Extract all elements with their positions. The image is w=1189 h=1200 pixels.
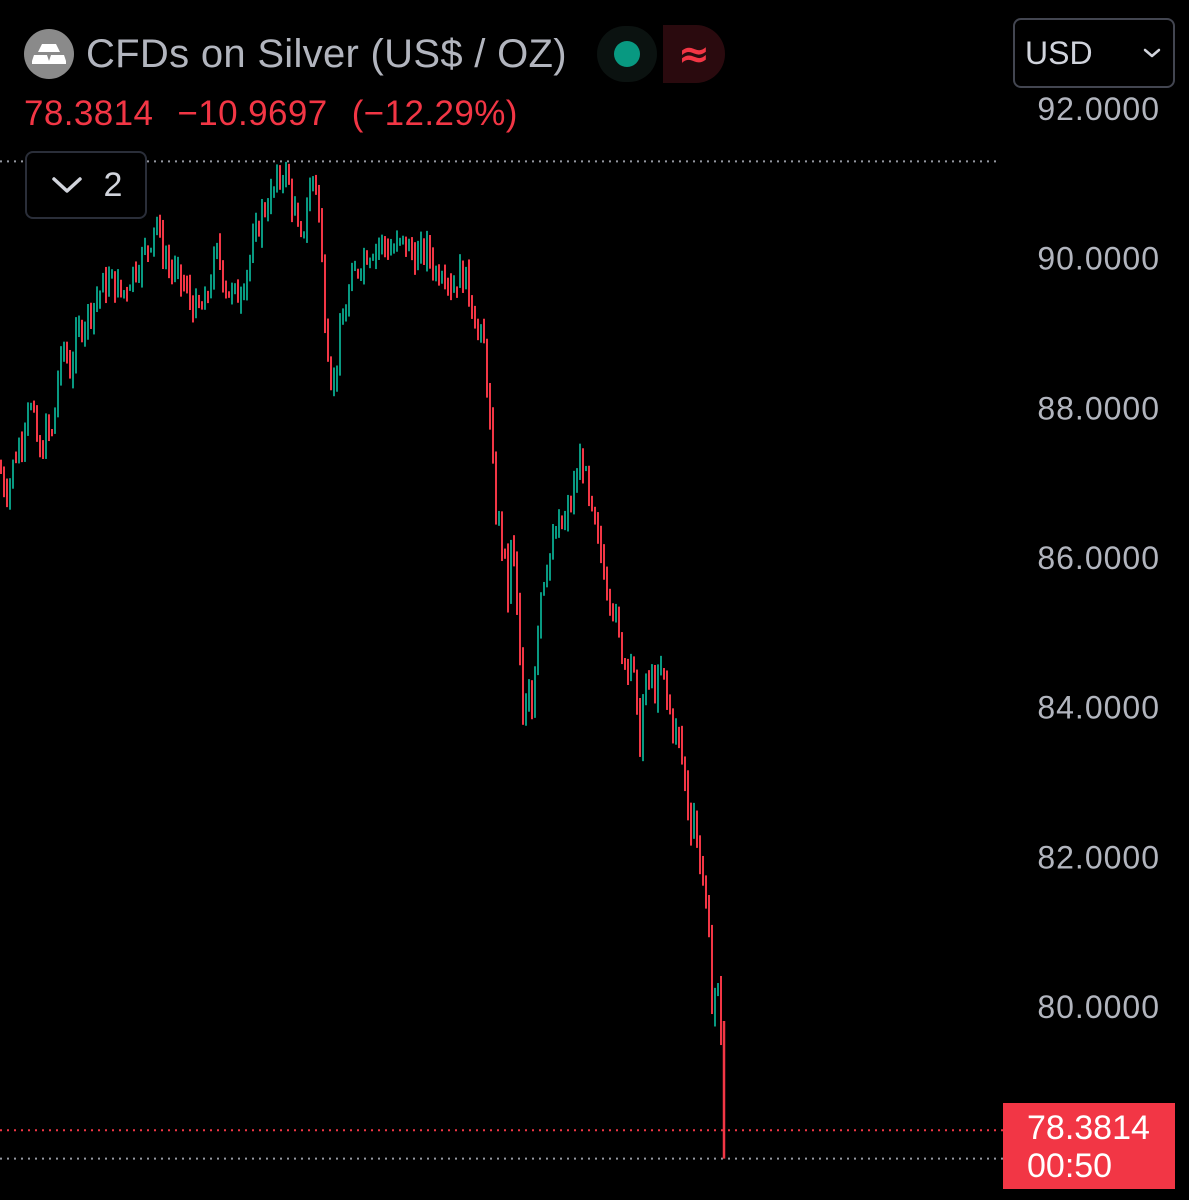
last-price-badge: 78.3814 00:50 (1003, 1103, 1175, 1189)
approximately-icon[interactable]: ≈ (662, 25, 725, 83)
chevron-down-icon (1137, 38, 1167, 68)
currency-label: USD (1025, 34, 1093, 71)
collapse-indicators-button[interactable]: 2 (25, 151, 147, 219)
price-change: −10.9697 (177, 94, 328, 133)
market-open-status-icon[interactable] (596, 26, 657, 82)
symbol-header: CFDs on Silver (US$ / OZ) ≈ (24, 25, 725, 83)
y-tick-label: 80.0000 (1037, 989, 1160, 1025)
y-tick-label: 84.0000 (1037, 690, 1160, 726)
currency-select[interactable]: USD (1013, 18, 1175, 88)
indicator-count: 2 (103, 165, 123, 204)
last-price-badge-value: 78.3814 (1027, 1109, 1150, 1147)
y-tick-label: 82.0000 (1037, 839, 1160, 875)
y-tick-label: 92.0000 (1037, 91, 1160, 127)
y-tick-label: 86.0000 (1037, 540, 1160, 576)
silver-bars-icon[interactable] (24, 29, 74, 79)
price-change-line: 78.3814 −10.9697 (−12.29%) (24, 94, 532, 134)
symbol-title[interactable]: CFDs on Silver (US$ / OZ) (86, 31, 567, 76)
chevron-down-icon (51, 177, 82, 193)
y-tick-label: 90.0000 (1037, 241, 1160, 277)
price-change-percent: (−12.29%) (351, 94, 518, 133)
last-price: 78.3814 (24, 94, 154, 133)
y-tick-label: 88.0000 (1037, 390, 1160, 426)
bar-countdown: 00:50 (1027, 1147, 1113, 1185)
